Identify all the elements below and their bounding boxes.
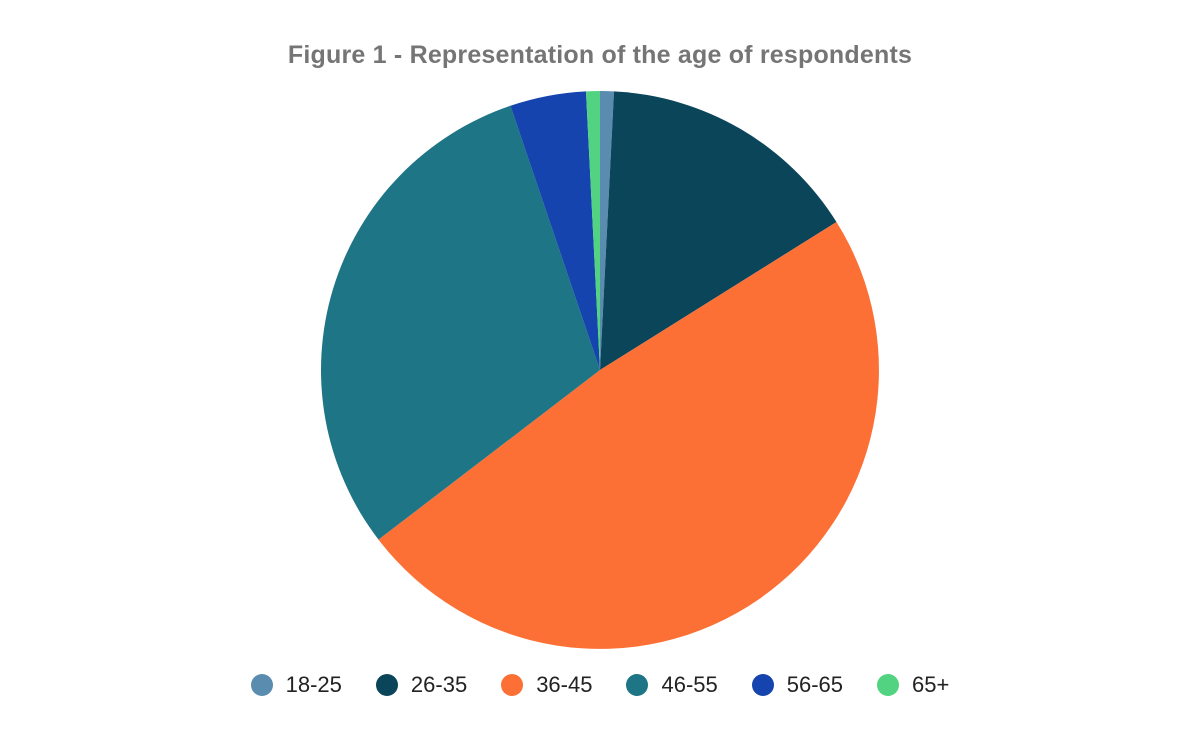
legend-item-18-25[interactable]: 18-25 <box>250 672 342 697</box>
legend-swatch-icon <box>626 674 649 696</box>
pie-slice-26-35[interactable] <box>600 91 837 370</box>
pie-chart <box>321 91 879 649</box>
legend-label: 46-55 <box>661 672 718 697</box>
chart-title: Figure 1 - Representation of the age of … <box>287 41 913 69</box>
chart-legend: 18-25 26-35 36-45 46-55 56-65 65+ <box>0 674 1200 696</box>
legend-label: 65+ <box>912 672 950 697</box>
legend-item-56-65[interactable]: 56-65 <box>751 672 844 697</box>
legend-label: 18-25 <box>285 672 342 697</box>
legend-swatch-icon <box>751 674 774 696</box>
legend-swatch-icon <box>877 674 900 696</box>
legend-label: 56-65 <box>786 672 844 697</box>
pie-slice-18-25[interactable] <box>600 91 615 370</box>
pie-slice-56-65[interactable] <box>510 91 600 370</box>
legend-swatch-icon <box>250 674 273 696</box>
legend-label: 26-35 <box>410 672 468 697</box>
legend-item-36-45[interactable]: 36-45 <box>501 674 592 696</box>
legend-swatch-icon <box>375 674 398 696</box>
pie-slice-36-45[interactable] <box>378 221 879 649</box>
pie-slice-46-55[interactable] <box>321 105 600 540</box>
legend-label: 36-45 <box>536 672 593 697</box>
legend-item-26-35[interactable]: 26-35 <box>375 672 468 697</box>
legend-swatch-icon <box>501 674 524 696</box>
legend-item-65+[interactable]: 65+ <box>877 674 949 696</box>
legend-item-46-55[interactable]: 46-55 <box>626 672 718 697</box>
pie-slice-65+[interactable] <box>585 91 600 370</box>
